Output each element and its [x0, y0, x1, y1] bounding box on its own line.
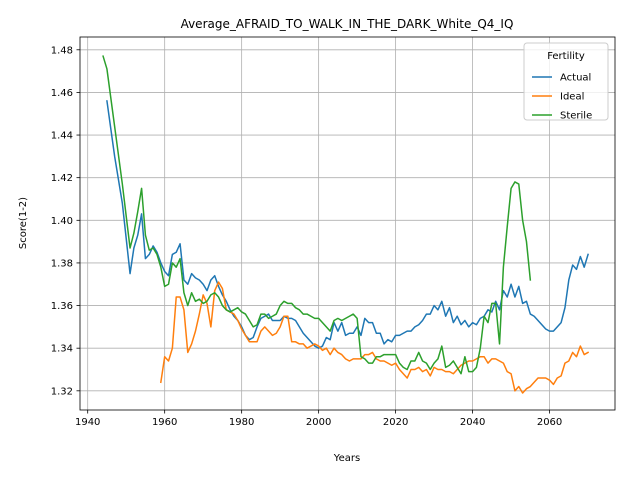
x-tick-label: 2000	[306, 417, 331, 428]
series-line-sterile	[102, 55, 532, 375]
y-tick-label: 1.48	[51, 45, 73, 56]
y-tick-label: 1.42	[51, 173, 73, 184]
y-tick-label: 1.32	[51, 386, 73, 397]
legend-label-sterile: Sterile	[560, 111, 592, 122]
legend-entries: Actual Ideal Sterile	[532, 73, 592, 122]
chart-title: Average_AFRAID_TO_WALK_IN_THE_DARK_White…	[181, 17, 514, 31]
legend-label-ideal: Ideal	[560, 92, 584, 103]
series-line-actual	[106, 100, 589, 349]
x-tick-label: 1960	[152, 417, 177, 428]
legend-label-actual: Actual	[560, 73, 591, 84]
y-axis-label: Score(1-2)	[18, 197, 29, 249]
x-tick-label: 1940	[75, 417, 100, 428]
y-tick-label: 1.40	[51, 216, 73, 227]
x-tick-label: 2020	[383, 417, 408, 428]
x-tick-label: 1980	[229, 417, 254, 428]
legend-title: Fertility	[547, 51, 585, 62]
grid	[80, 37, 615, 410]
series-line-ideal	[159, 281, 590, 394]
y-tick-label: 1.38	[51, 258, 73, 269]
y-tick-label: 1.36	[51, 301, 73, 312]
y-tick-label: 1.44	[51, 131, 73, 142]
x-tick-label: 2040	[460, 417, 485, 428]
x-axis-label: Years	[333, 453, 360, 464]
y-axis: 1.32 1.34 1.36 1.38 1.40 1.42 1.44 1.46 1.48	[51, 45, 80, 397]
y-tick-label: 1.34	[51, 344, 73, 355]
x-axis: 1940 1960 1980 2000 2020 2040 2060	[75, 410, 562, 428]
y-tick-label: 1.46	[51, 88, 73, 99]
legend: Fertility Actual Ideal Sterile	[523, 42, 609, 122]
legend-box	[523, 42, 609, 121]
plot-frame	[79, 36, 616, 411]
x-tick-label: 2060	[537, 417, 562, 428]
series-layer	[102, 55, 590, 394]
